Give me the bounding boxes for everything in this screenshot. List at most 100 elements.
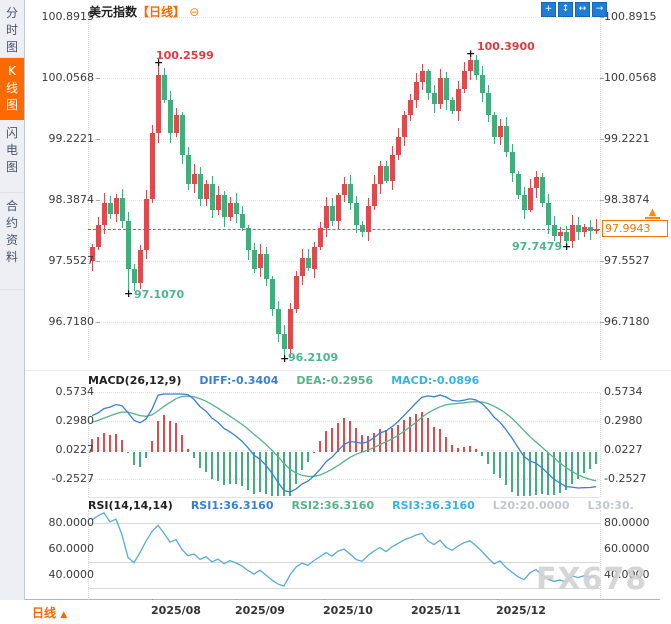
candle-body <box>480 74 485 94</box>
rsi-title: RSI(14,14,14) <box>88 499 173 512</box>
scale-horizontal-button[interactable]: ↔ <box>575 2 590 17</box>
last-price-line <box>88 229 600 230</box>
macd-histogram-bar <box>487 452 489 465</box>
macd-histogram-bar <box>349 420 351 453</box>
candle-body <box>522 195 527 211</box>
candle-body <box>468 60 473 72</box>
macd-label-left: -0.2527 <box>51 472 94 485</box>
extreme-marker: + <box>154 56 164 69</box>
price-up-arrow-icon: ▲ <box>645 208 660 219</box>
candle-body <box>96 224 101 247</box>
x-axis-month-label: 2025/12 <box>496 604 546 617</box>
macd-histogram-bar <box>217 452 219 481</box>
candle-body <box>210 184 215 211</box>
macd-histogram-bar <box>517 452 519 496</box>
macd-histogram-bar <box>433 426 435 453</box>
rsi-level-line <box>88 562 600 563</box>
period-selector[interactable]: 日线 ▲ <box>32 604 67 621</box>
y-axis-tick <box>96 17 100 18</box>
macd-label-right: 0.0227 <box>604 443 643 456</box>
macd-macd-value: MACD:-0.0896 <box>391 374 480 387</box>
macd-header: MACD(26,12,9) DIFF:-0.3404 DEA:-0.2956 MACD… <box>88 374 497 387</box>
candle-body <box>342 184 347 196</box>
candle-body <box>282 334 287 349</box>
macd-histogram-bar <box>199 452 201 469</box>
x-axis-month-label: 2025/08 <box>151 604 201 617</box>
y-axis-label-right: 96.7180 <box>604 315 650 328</box>
macd-histogram-bar <box>181 434 183 453</box>
macd-histogram-bar <box>577 452 579 479</box>
macd-histogram-bar <box>331 428 333 453</box>
macd-histogram-bar <box>541 452 543 494</box>
macd-histogram-bar <box>205 452 207 473</box>
sidebar-item-candle-chart[interactable]: K线图 <box>0 58 24 120</box>
sidebar-item-time-chart[interactable]: 分时图 <box>0 0 24 58</box>
macd-histogram-bar <box>475 449 477 453</box>
candle-body <box>324 206 329 229</box>
candle-body <box>414 82 419 101</box>
macd-histogram-bar <box>421 412 423 453</box>
candle-body <box>354 202 359 225</box>
x-axis-month-label: 2025/11 <box>411 604 461 617</box>
macd-histogram-bar <box>169 420 171 453</box>
price-annotation-high: 100.3900 <box>477 40 535 53</box>
rsi-rsi1-value: RSI1:36.3160 <box>190 499 274 512</box>
candle-body <box>198 173 203 200</box>
macd-histogram-bar <box>391 428 393 453</box>
macd-label-left: 0.2980 <box>55 414 95 427</box>
macd-histogram-bar <box>445 436 447 453</box>
macd-histogram-bar <box>277 452 279 496</box>
macd-label-left: 0.5734 <box>55 385 95 398</box>
rsi-label-right: 40.0000 <box>604 568 650 581</box>
y-axis-label-right: 98.3874 <box>604 193 650 206</box>
macd-histogram-bar <box>343 418 345 453</box>
y-axis-label-right: 100.0568 <box>604 71 657 84</box>
price-annotation-low: 96.2109 <box>288 351 339 364</box>
candle-body <box>294 275 299 309</box>
macd-histogram-bar <box>325 431 327 453</box>
plot-frame-right <box>600 510 601 598</box>
candle-wick <box>596 219 597 235</box>
macd-histogram-bar <box>469 446 471 453</box>
macd-histogram-bar <box>271 452 273 496</box>
macd-title: MACD(26,12,9) <box>88 374 182 387</box>
macd-histogram-bar <box>553 452 555 496</box>
macd-histogram-bar <box>451 445 453 453</box>
scale-vertical-button[interactable]: ↕ <box>558 2 573 17</box>
pan-right-button[interactable]: → <box>592 2 607 17</box>
candle-body <box>438 78 443 105</box>
macd-histogram-bar <box>247 452 249 490</box>
candle-body <box>534 177 539 189</box>
collapse-chart-icon[interactable]: ⊖ <box>189 5 200 19</box>
macd-histogram-bar <box>505 452 507 485</box>
sidebar-item-contract-info[interactable]: 合约资料 <box>0 193 24 290</box>
candle-body <box>270 279 275 309</box>
rsi-l20-value: L20:20.0000 <box>492 499 570 512</box>
candle-body <box>180 115 185 156</box>
price-annotation-high: 100.2599 <box>156 49 214 62</box>
candle-body <box>570 224 575 242</box>
dropdown-arrow-icon: ▲ <box>60 610 68 620</box>
plot-frame-right <box>600 17 601 360</box>
y-axis-label-right: 100.8915 <box>604 10 657 23</box>
x-axis-month-label: 2025/10 <box>323 604 373 617</box>
macd-histogram-bar <box>307 452 309 462</box>
macd-histogram-bar <box>175 423 177 453</box>
extreme-marker: + <box>280 352 290 365</box>
y-axis-label-left: 97.5527 <box>48 254 95 267</box>
instrument-title: 美元指数 <box>89 5 138 19</box>
macd-histogram-bar <box>259 452 261 493</box>
period-tag: 【日线】 <box>137 5 186 19</box>
y-axis-label-left: 96.7180 <box>48 315 95 328</box>
rsi-rsi3-value: RSI3:36.3160 <box>392 499 475 512</box>
candle-body <box>216 195 221 211</box>
macd-histogram-bar <box>367 435 369 453</box>
candle-body <box>330 206 335 221</box>
macd-histogram-bar <box>127 452 129 454</box>
candle-body <box>228 202 233 218</box>
sidebar-item-lightning-chart[interactable]: 闪电图 <box>0 120 24 193</box>
candle-body <box>162 74 167 101</box>
crosshair-button[interactable]: + <box>541 2 556 17</box>
macd-label-right: 0.5734 <box>604 385 643 398</box>
chart-type-sidebar: 分时图 K线图 闪电图 合约资料 <box>0 0 25 600</box>
